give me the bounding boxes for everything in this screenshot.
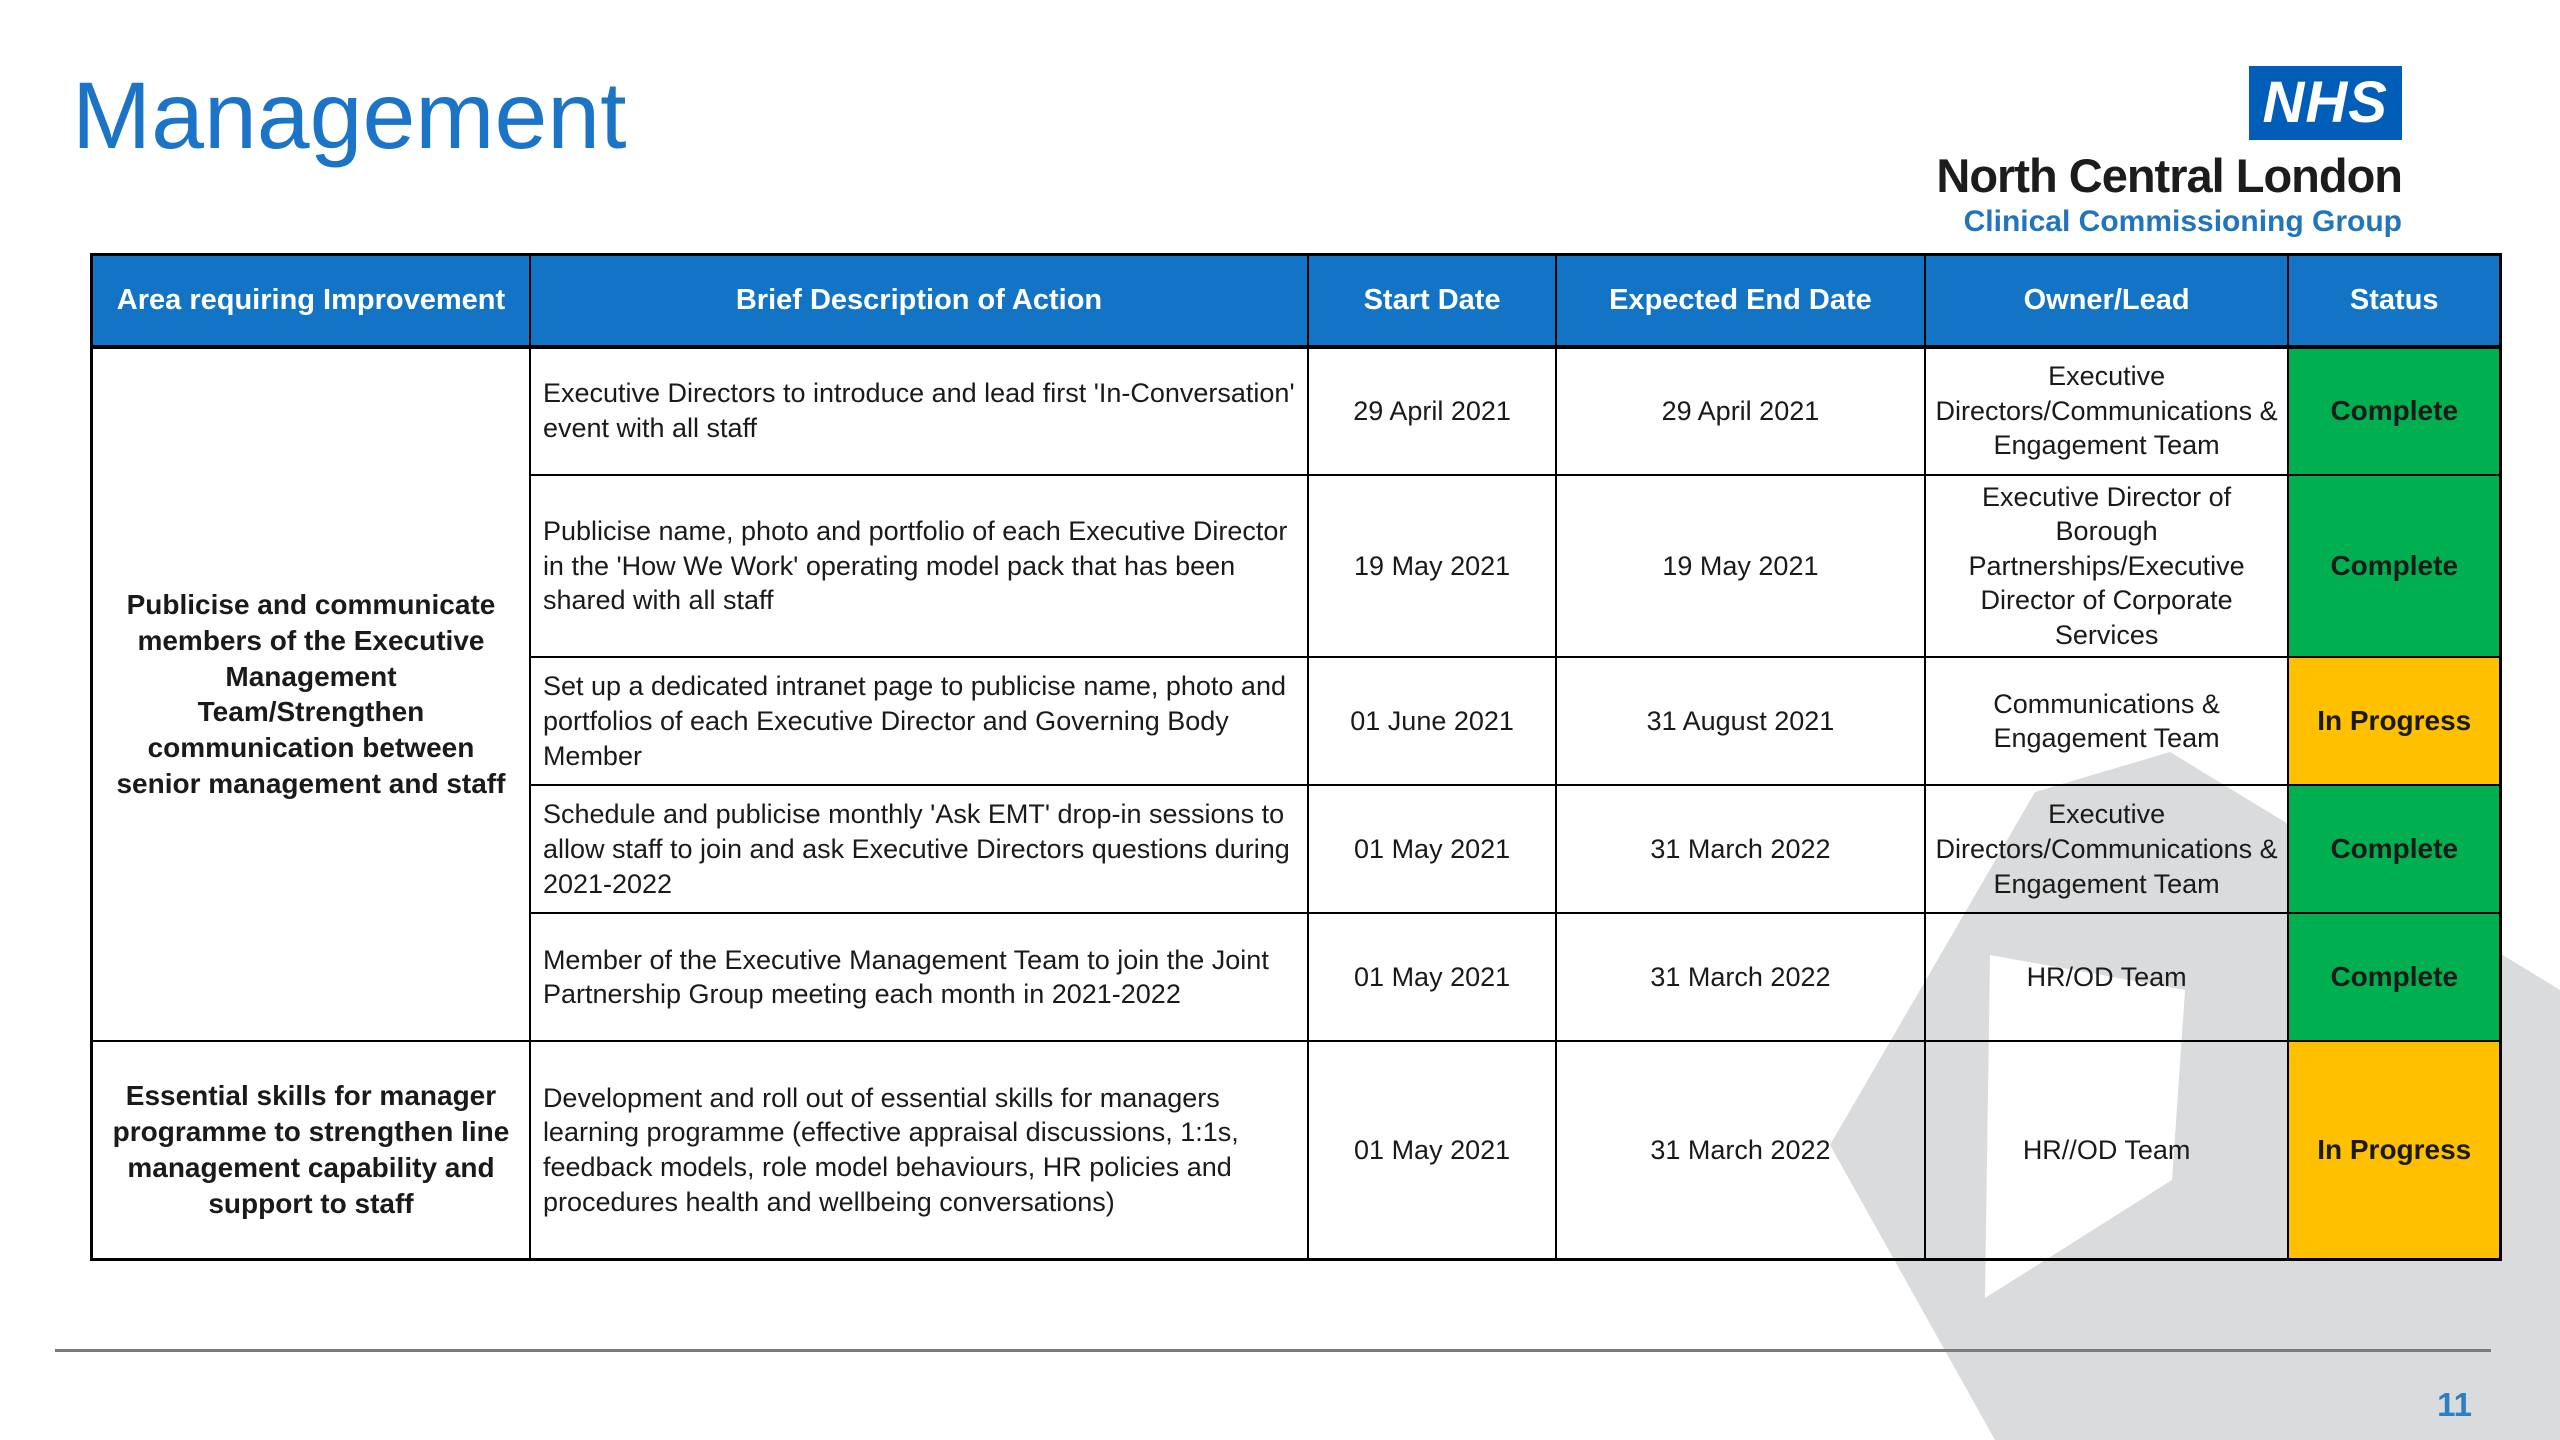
- description-cell: Publicise name, photo and portfolio of e…: [528, 473, 1310, 659]
- nhs-logo: NHS North Central London Clinical Commis…: [1782, 66, 2403, 239]
- end-date-cell: 19 May 2021: [1555, 473, 1926, 659]
- owner-cell: Communications & Engagement Team: [1923, 656, 2290, 787]
- status-badge: Complete: [2287, 345, 2502, 476]
- start-date-cell: 19 May 2021: [1307, 473, 1558, 659]
- description-cell: Development and roll out of essential sk…: [528, 1040, 1310, 1261]
- owner-cell: Executive Directors/Communications & Eng…: [1923, 784, 2290, 915]
- end-date-cell: 31 March 2022: [1555, 912, 1926, 1043]
- description-cell: Schedule and publicise monthly 'Ask EMT'…: [528, 784, 1310, 915]
- end-date-cell: 31 March 2022: [1555, 1040, 1926, 1261]
- owner-cell: Executive Directors/Communications & Eng…: [1923, 345, 2290, 476]
- description-cell: Set up a dedicated intranet page to publ…: [528, 656, 1310, 787]
- start-date-cell: 01 June 2021: [1307, 656, 1558, 787]
- table-row: Publicise and communicate members of the…: [90, 345, 2502, 1043]
- table-row: Member of the Executive Management Team …: [92, 912, 2502, 1043]
- column-header-start-date: Start Date: [1307, 253, 1558, 349]
- table-row: Publicise name, photo and portfolio of e…: [92, 473, 2502, 659]
- table-row: Essential skills for manager programme t…: [90, 1040, 2502, 1261]
- nhs-logo-mark: NHS: [2248, 66, 2402, 140]
- area-cell: Essential skills for manager programme t…: [90, 1040, 531, 1261]
- status-badge: In Progress: [2287, 1040, 2502, 1261]
- status-badge: Complete: [2287, 473, 2502, 659]
- owner-cell: Executive Director of Borough Partnershi…: [1923, 473, 2290, 659]
- end-date-cell: 31 March 2022: [1555, 784, 1926, 915]
- page-title: Management: [72, 63, 627, 169]
- owner-cell: HR/OD Team: [1923, 912, 2290, 1043]
- end-date-cell: 29 April 2021: [1555, 345, 1926, 476]
- nhs-org-name: North Central London: [1936, 149, 2403, 202]
- start-date-cell: 29 April 2021: [1307, 345, 1558, 476]
- column-header-description: Brief Description of Action: [528, 253, 1310, 349]
- description-cell: Member of the Executive Management Team …: [528, 912, 1310, 1043]
- column-header-area: Area requiring Improvement: [90, 253, 531, 349]
- table-header-row: Area requiring Improvement Brief Descrip…: [90, 253, 2502, 349]
- action-tracker-table: Area requiring Improvement Brief Descrip…: [90, 253, 2502, 1261]
- footer-divider: [55, 1349, 2491, 1352]
- area-cell: Publicise and communicate members of the…: [90, 345, 531, 1043]
- column-header-owner: Owner/Lead: [1923, 253, 2290, 349]
- start-date-cell: 01 May 2021: [1307, 784, 1558, 915]
- column-header-status: Status: [2287, 253, 2502, 349]
- page-number: 11: [2437, 1386, 2472, 1423]
- start-date-cell: 01 May 2021: [1307, 912, 1558, 1043]
- status-badge: In Progress: [2287, 656, 2502, 787]
- owner-cell: HR//OD Team: [1923, 1040, 2290, 1261]
- status-badge: Complete: [2287, 912, 2502, 1043]
- description-cell: Executive Directors to introduce and lea…: [528, 345, 1310, 476]
- end-date-cell: 31 August 2021: [1555, 656, 1926, 787]
- nhs-org-subtitle: Clinical Commissioning Group: [1963, 205, 2402, 238]
- start-date-cell: 01 May 2021: [1307, 1040, 1558, 1261]
- status-badge: Complete: [2287, 784, 2502, 915]
- column-header-end-date: Expected End Date: [1555, 253, 1926, 349]
- table-row: Set up a dedicated intranet page to publ…: [92, 656, 2502, 787]
- table-row: Schedule and publicise monthly 'Ask EMT'…: [92, 784, 2502, 915]
